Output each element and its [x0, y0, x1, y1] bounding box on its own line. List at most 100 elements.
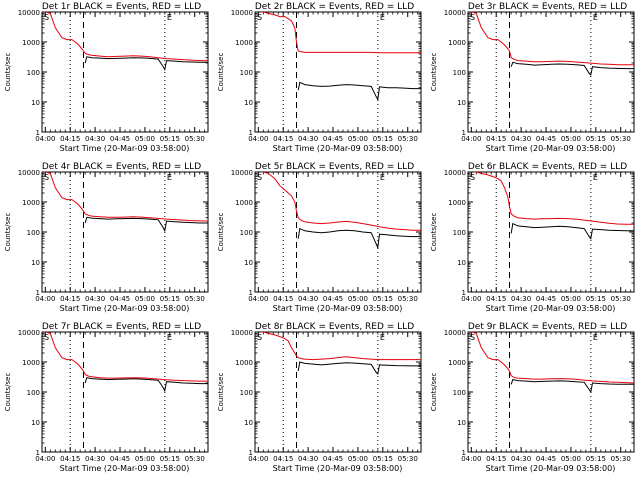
chart-title: Det 7r BLACK = Events, RED = LLD — [42, 322, 201, 332]
x-tick-label: 04:45 — [323, 295, 343, 303]
x-tick-label: 04:30 — [511, 135, 531, 143]
chart-title: Det 2r BLACK = Events, RED = LLD — [255, 2, 414, 12]
start-marker: S — [257, 173, 262, 182]
x-tick-label: 05:00 — [135, 135, 155, 143]
x-tick-label: 04:45 — [110, 295, 130, 303]
y-tick-label: 10000 — [231, 169, 253, 177]
series-line-events — [510, 222, 634, 240]
start-marker: S — [470, 333, 475, 342]
y-tick-label: 1 — [36, 129, 40, 137]
end-marker: E — [593, 173, 598, 182]
y-tick-label: 1000 — [448, 39, 466, 47]
x-tick-label: 05:15 — [160, 295, 180, 303]
x-tick-label: 04:30 — [298, 455, 318, 463]
plot-frame — [41, 11, 209, 133]
y-axis-label: Counts/sec — [4, 373, 12, 412]
x-tick-label: 04:45 — [110, 135, 130, 143]
x-tick-label: 04:30 — [511, 455, 531, 463]
x-tick-label: 04:30 — [298, 295, 318, 303]
x-tick-label: 05:15 — [160, 135, 180, 143]
x-tick-label: 05:00 — [135, 455, 155, 463]
y-tick-label: 100 — [240, 229, 253, 237]
y-tick-label: 1 — [462, 129, 466, 137]
x-axis-label: Start Time (20-Mar-09 03:58:00) — [273, 304, 403, 313]
start-marker: S — [257, 13, 262, 22]
end-marker: E — [167, 173, 172, 182]
y-tick-label: 1000 — [235, 359, 253, 367]
y-tick-label: 1 — [462, 289, 466, 297]
x-axis-label: Start Time (20-Mar-09 03:58:00) — [273, 464, 403, 473]
y-tick-label: 10000 — [18, 169, 40, 177]
series-line-lld — [259, 172, 421, 231]
x-tick-label: 05:15 — [586, 295, 606, 303]
chart-panel-7r: Det 7r BLACK = Events, RED = LLD 1 10 100 10… — [4, 322, 209, 473]
x-tick-label: 04:30 — [511, 295, 531, 303]
y-tick-label: 10 — [457, 259, 466, 267]
y-axis-label: Counts/sec — [4, 53, 12, 92]
y-tick-label: 100 — [453, 229, 466, 237]
y-tick-label: 10000 — [444, 9, 466, 17]
series-line-lld — [44, 172, 208, 222]
plot-frame — [41, 171, 209, 293]
series-line-lld — [470, 12, 634, 66]
x-tick-label: 05:00 — [561, 455, 581, 463]
x-tick-label: 05:30 — [611, 295, 631, 303]
end-marker: E — [167, 333, 172, 342]
chart-panel-8r: Det 8r BLACK = Events, RED = LLD 1 10 100 10… — [217, 322, 422, 473]
y-tick-label: 100 — [453, 69, 466, 77]
plot-frame — [467, 11, 635, 133]
y-tick-label: 10 — [244, 99, 253, 107]
start-marker: S — [44, 333, 49, 342]
y-tick-label: 1000 — [448, 199, 466, 207]
y-tick-label: 10000 — [444, 169, 466, 177]
y-tick-label: 1000 — [22, 39, 40, 47]
series-line-lld — [472, 172, 634, 225]
y-tick-label: 1 — [249, 449, 253, 457]
y-tick-label: 100 — [240, 389, 253, 397]
x-tick-label: 05:15 — [160, 455, 180, 463]
x-tick-label: 04:00 — [35, 455, 55, 463]
chart-panel-4r: Det 4r BLACK = Events, RED = LLD 1 10 100 10… — [4, 162, 209, 313]
x-tick-label: 04:45 — [323, 135, 343, 143]
end-marker: E — [380, 173, 385, 182]
chart-title: Det 1r BLACK = Events, RED = LLD — [42, 2, 201, 12]
y-axis-label: Counts/sec — [430, 53, 438, 92]
chart-title: Det 9r BLACK = Events, RED = LLD — [468, 322, 627, 332]
x-tick-label: 04:30 — [85, 295, 105, 303]
series-line-events — [297, 227, 421, 250]
end-marker: E — [380, 333, 385, 342]
x-tick-label: 04:15 — [60, 295, 80, 303]
y-tick-label: 10000 — [231, 9, 253, 17]
series-line-events — [84, 377, 208, 393]
y-tick-label: 100 — [27, 389, 40, 397]
y-tick-label: 100 — [27, 69, 40, 77]
x-tick-label: 04:45 — [536, 295, 556, 303]
chart-panel-9r: Det 9r BLACK = Events, RED = LLD 1 10 100 10… — [430, 322, 635, 473]
start-marker: S — [44, 13, 49, 22]
x-tick-label: 04:00 — [461, 135, 481, 143]
series-line-lld — [470, 332, 634, 384]
y-tick-label: 10 — [31, 259, 40, 267]
x-tick-label: 05:15 — [373, 455, 393, 463]
chart-panel-5r: Det 5r BLACK = Events, RED = LLD 1 10 100 10… — [217, 162, 422, 313]
x-tick-label: 04:45 — [536, 455, 556, 463]
y-axis-label: Counts/sec — [430, 213, 438, 252]
series-line-lld — [44, 332, 208, 382]
y-tick-label: 1000 — [235, 199, 253, 207]
x-tick-label: 04:15 — [273, 455, 293, 463]
series-line-events — [297, 361, 421, 375]
end-marker: E — [380, 13, 385, 22]
y-tick-label: 100 — [453, 389, 466, 397]
x-tick-label: 05:15 — [586, 455, 606, 463]
x-tick-label: 04:15 — [60, 455, 80, 463]
series-line-events — [84, 56, 208, 72]
x-tick-label: 04:00 — [248, 455, 268, 463]
x-tick-label: 05:00 — [561, 135, 581, 143]
series-line-lld — [259, 332, 421, 361]
x-tick-label: 04:15 — [486, 455, 506, 463]
chart-title: Det 6r BLACK = Events, RED = LLD — [468, 162, 627, 172]
y-axis-label: Counts/sec — [217, 53, 225, 92]
series-line-events — [297, 81, 421, 102]
y-tick-label: 1000 — [22, 359, 40, 367]
y-axis-label: Counts/sec — [217, 213, 225, 252]
